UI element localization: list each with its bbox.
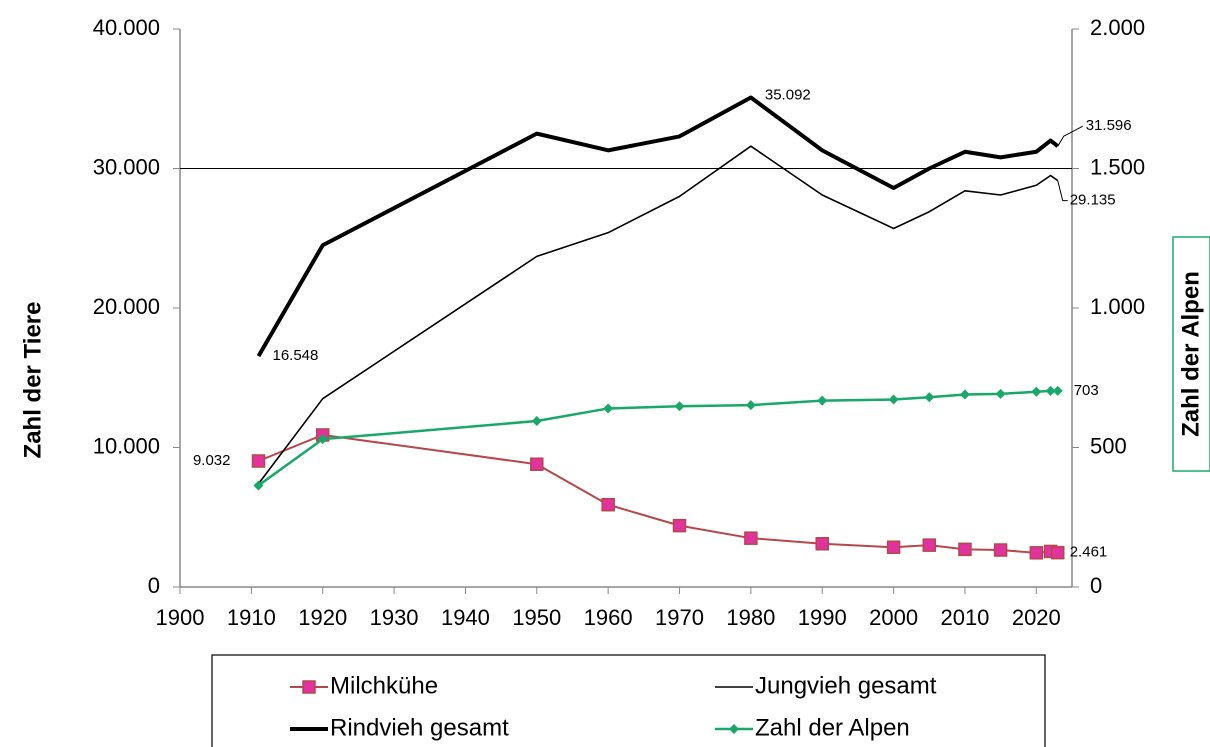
series-line	[258, 433, 1058, 554]
series-line	[256, 95, 1059, 358]
point-marker	[1031, 386, 1042, 397]
point-marker	[672, 518, 687, 533]
y2-axis-title: Zahl der Alpen	[1177, 271, 1204, 437]
point-marker	[1045, 385, 1056, 396]
x-tick-label: 2020	[1012, 605, 1061, 630]
x-tick-label: 1910	[227, 605, 276, 630]
legend-label: Milchkühe	[330, 672, 438, 699]
x-tick-label: 1960	[584, 605, 633, 630]
series-line	[257, 145, 1059, 485]
point-marker	[253, 480, 264, 491]
y-axis-title: Zahl der Tiere	[19, 302, 46, 459]
point-marker	[531, 415, 542, 426]
x-tick-label: 2000	[869, 605, 918, 630]
x-tick-label: 1970	[655, 605, 704, 630]
point-marker	[817, 395, 828, 406]
data-label: 9.032	[193, 452, 231, 469]
x-tick-label: 1920	[298, 605, 347, 630]
x-tick-label: 1930	[370, 605, 419, 630]
series-line	[257, 389, 1058, 487]
y2-tick-label: 0	[1090, 573, 1102, 598]
legend-box	[211, 654, 1046, 747]
x-tick-label: 1900	[156, 605, 205, 630]
point-marker	[745, 400, 756, 411]
x-tick-label: 1950	[512, 605, 561, 630]
y-tick-label: 30.000	[93, 154, 160, 179]
x-tick-label: 1940	[441, 605, 490, 630]
data-label: 703	[1074, 382, 1099, 399]
data-label: 16.548	[272, 347, 318, 364]
point-marker	[995, 388, 1006, 399]
x-tick-label: 1990	[798, 605, 847, 630]
point-marker	[815, 537, 829, 551]
y-tick-label: 40.000	[93, 15, 160, 40]
y2-title-box	[1172, 236, 1210, 472]
legend-marker	[729, 724, 739, 734]
point-marker	[1029, 546, 1044, 560]
label-leader	[1057, 125, 1083, 147]
point-marker	[922, 538, 937, 552]
y-tick-label: 0	[148, 573, 160, 598]
y2-tick-label: 1.000	[1090, 294, 1145, 319]
point-marker	[251, 454, 266, 468]
point-marker	[603, 403, 614, 414]
point-marker	[674, 401, 685, 412]
y2-tick-label: 2.000	[1090, 15, 1145, 40]
point-marker	[959, 389, 970, 400]
point-marker	[924, 392, 935, 403]
point-marker	[958, 542, 972, 557]
legend-label: Jungvieh gesamt	[755, 672, 937, 699]
data-label: 31.596	[1086, 117, 1132, 134]
point-marker	[888, 394, 899, 405]
point-marker	[993, 543, 1008, 557]
point-marker	[530, 457, 544, 471]
y2-tick-label: 1.500	[1090, 154, 1145, 179]
point-marker	[601, 497, 615, 512]
legend-marker	[302, 680, 316, 694]
x-tick-label: 2010	[940, 605, 989, 630]
y-tick-label: 20.000	[93, 294, 160, 319]
data-label: 2.461	[1070, 544, 1108, 561]
point-marker	[1052, 385, 1063, 396]
point-marker	[1050, 545, 1065, 560]
point-marker	[886, 540, 901, 554]
data-label: 29.135	[1070, 192, 1116, 209]
data-label: 35.092	[765, 86, 811, 103]
legend-label: Rindvieh gesamt	[330, 714, 509, 741]
label-leader	[1057, 180, 1068, 202]
point-marker	[317, 434, 328, 445]
legend-label: Zahl der Alpen	[755, 714, 910, 741]
y-tick-label: 10.000	[93, 433, 160, 458]
x-tick-label: 1980	[726, 605, 775, 630]
point-marker	[744, 531, 758, 545]
y2-tick-label: 500	[1090, 433, 1127, 458]
